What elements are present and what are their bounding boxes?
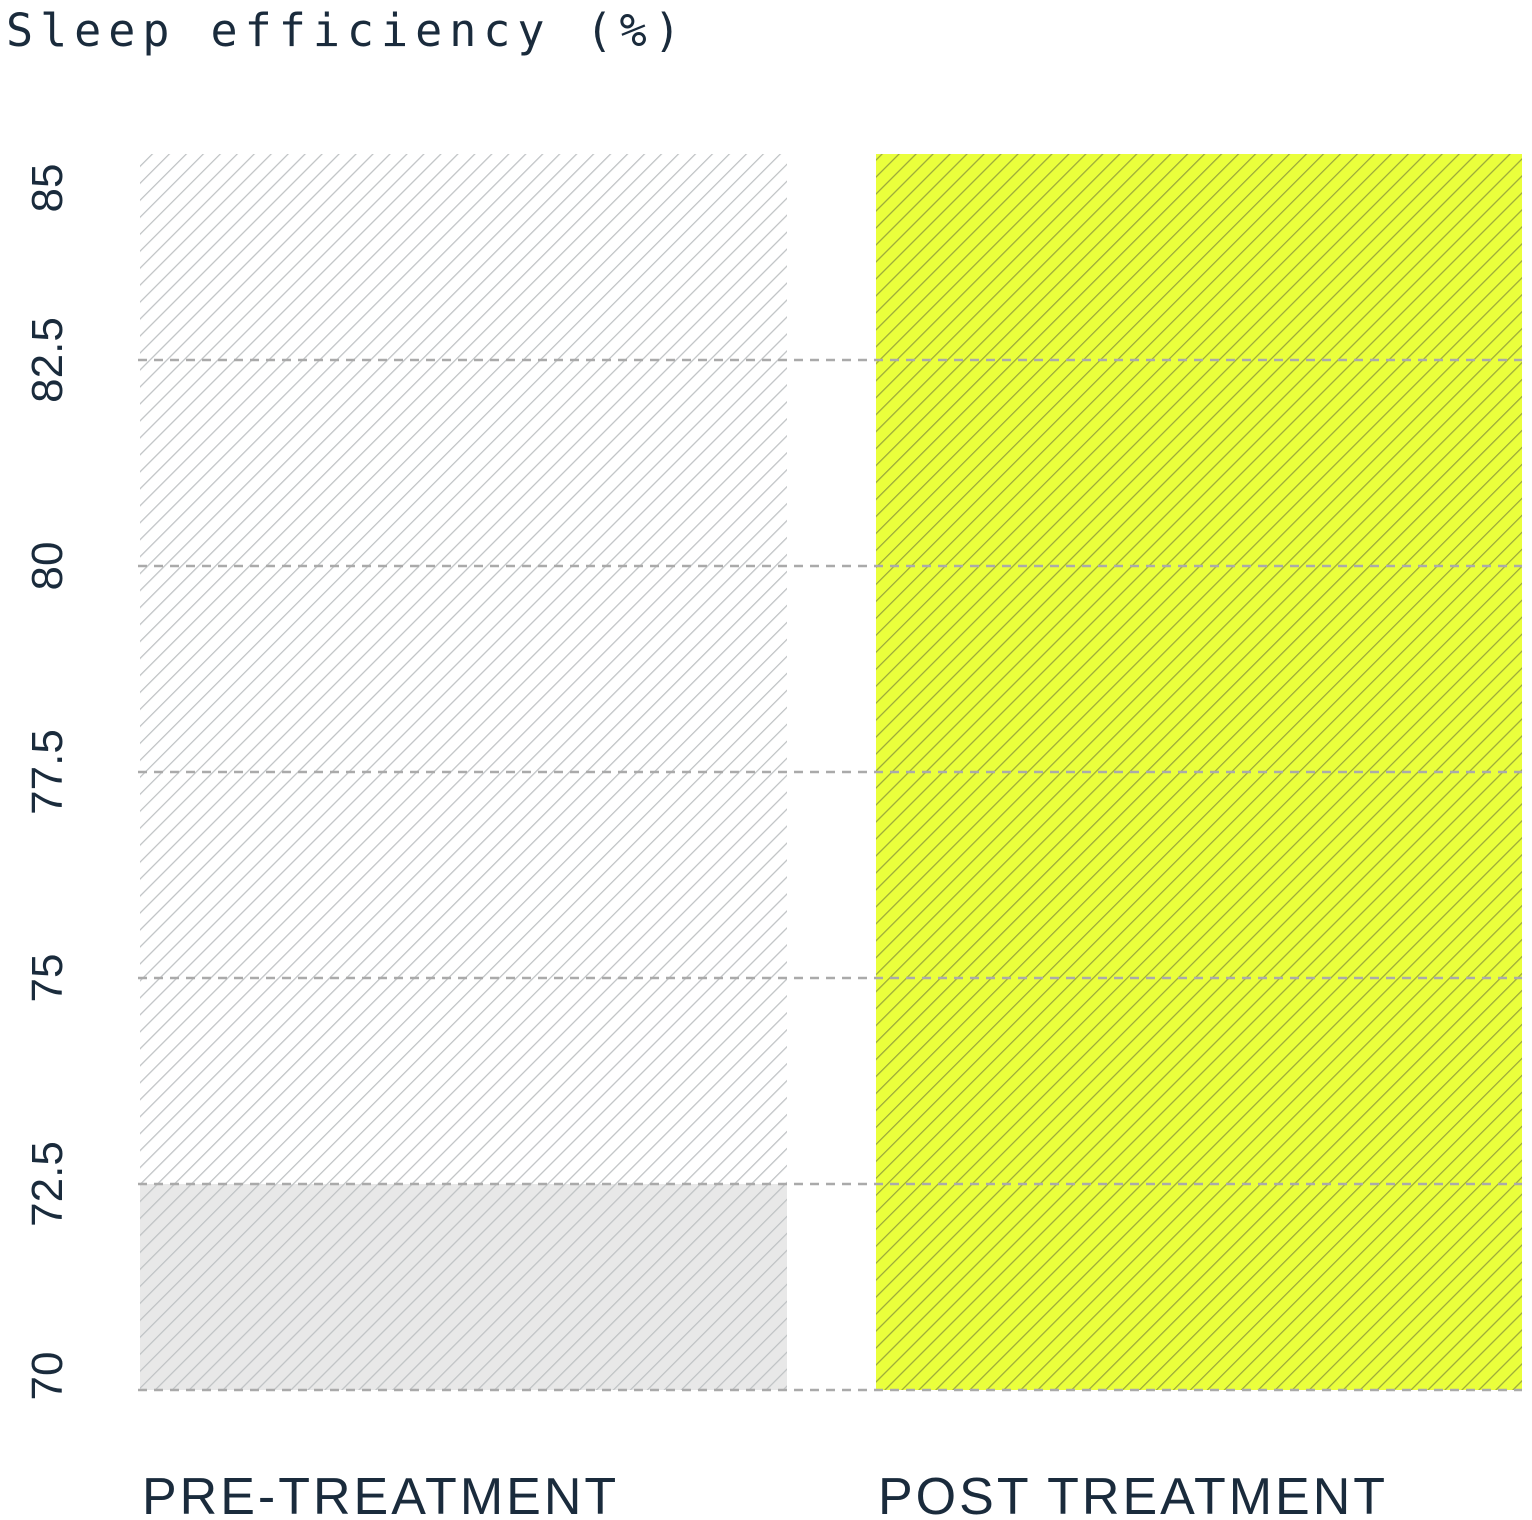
bar-hatch-0 (140, 1184, 787, 1390)
y-tick-label: 85 (23, 164, 72, 213)
y-tick-label: 70 (23, 1352, 72, 1401)
x-axis: PRE-TREATMENT POST TREATMENT (142, 1468, 1388, 1520)
y-tick-label: 75 (23, 954, 72, 1003)
y-tick-label: 80 (23, 542, 72, 591)
y-tick-label: 77.5 (23, 729, 72, 815)
x-category-label: PRE-TREATMENT (142, 1468, 619, 1520)
y-tick-label: 82.5 (23, 317, 72, 403)
chart-title: Sleep efficiency (%) (6, 4, 688, 57)
y-tick-label: 72.5 (23, 1141, 72, 1227)
y-axis: 70 72.5 75 77.5 80 82.5 85 (23, 164, 72, 1401)
grid-layer (138, 358, 1522, 1392)
x-category-label: POST TREATMENT (878, 1468, 1388, 1520)
